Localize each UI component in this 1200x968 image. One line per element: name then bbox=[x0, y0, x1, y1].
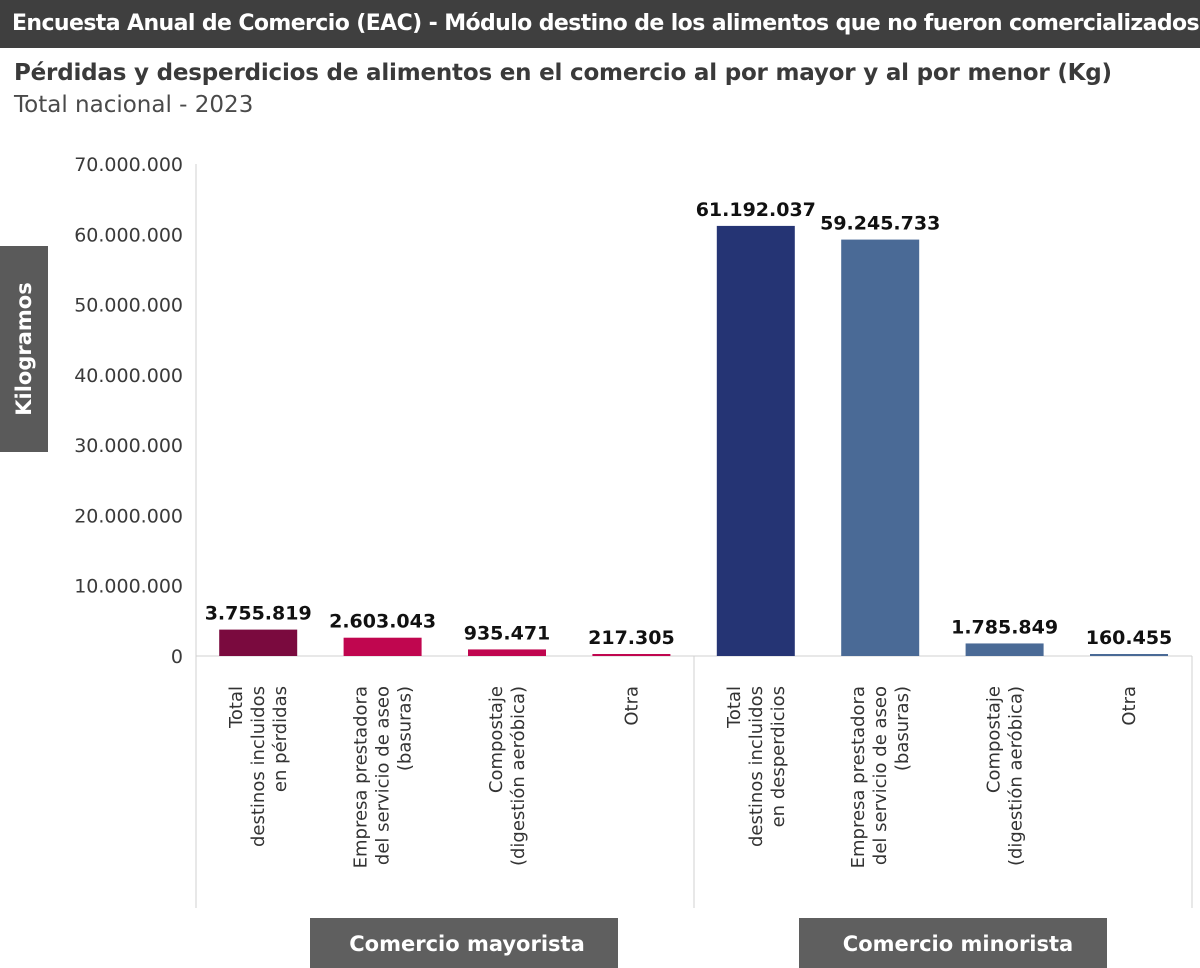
x-tick-label: Compostaje (digestión aeróbica) bbox=[486, 686, 529, 866]
x-tick-label-line: (basuras) bbox=[892, 686, 913, 771]
bar bbox=[716, 225, 795, 656]
data-label: 160.455 bbox=[1086, 627, 1173, 649]
y-tick-label: 0 bbox=[171, 646, 183, 668]
group-box-mayorista bbox=[310, 918, 618, 968]
report-title: Encuesta Anual de Comercio (EAC) - Módul… bbox=[12, 11, 1200, 36]
y-tick-label: 30.000.000 bbox=[74, 435, 183, 457]
data-label: 1.785.849 bbox=[951, 616, 1058, 638]
x-tick-label: Total destinos incluidos en pérdidas bbox=[226, 686, 291, 847]
x-tick-label-line: Otra bbox=[621, 686, 642, 726]
x-tick-label: Otra bbox=[621, 686, 642, 726]
data-label: 3.755.819 bbox=[205, 603, 312, 625]
x-tick-label-line: Empresa prestadora bbox=[351, 686, 372, 868]
chart-subtitle: Total nacional - 2023 bbox=[14, 92, 254, 118]
header-bar: Encuesta Anual de Comercio (EAC) - Módul… bbox=[0, 0, 1200, 48]
x-tick-label: Empresa prestadora del servicio de aseo (b… bbox=[351, 686, 416, 868]
x-tick-label: Total destinos incluidos en desperdicios bbox=[724, 686, 789, 847]
y-tick-label: 40.000.000 bbox=[74, 365, 183, 387]
x-tick-label-line: (basuras) bbox=[395, 686, 416, 771]
x-tick-label-line: Compostaje bbox=[486, 686, 507, 793]
y-tick-label: 70.000.000 bbox=[74, 154, 183, 176]
group-box-minorista bbox=[799, 918, 1107, 968]
bar bbox=[219, 629, 298, 656]
data-label: 2.603.043 bbox=[329, 611, 436, 633]
chart-title: Pérdidas y desperdicios de alimentos en … bbox=[14, 60, 1112, 86]
x-tick-label: Empresa prestadora del servicio de aseo (b… bbox=[848, 686, 913, 868]
x-tick-label-line: Total bbox=[226, 686, 247, 729]
data-label: 217.305 bbox=[588, 627, 675, 649]
x-tick-label-line: del servicio de aseo bbox=[373, 686, 394, 865]
x-tick-label-line: Compostaje bbox=[984, 686, 1005, 793]
group-label-minorista: Comercio minorista bbox=[842, 932, 1074, 956]
x-tick-label-line: (digestión aeróbica) bbox=[1006, 686, 1027, 866]
bar bbox=[468, 649, 546, 656]
x-tick-label: Compostaje (digestión aeróbica) bbox=[984, 686, 1027, 866]
data-label: 935.471 bbox=[464, 622, 551, 644]
x-tick-label-line: en desperdicios bbox=[768, 686, 789, 827]
bar bbox=[841, 239, 920, 656]
x-tick-label-line: Empresa prestadora bbox=[848, 686, 869, 868]
x-tick-label: Otra bbox=[1119, 686, 1140, 726]
data-label: 59.245.733 bbox=[820, 213, 940, 235]
group-label-mayorista: Comercio mayorista bbox=[349, 932, 585, 956]
y-tick-label: 20.000.000 bbox=[74, 505, 183, 527]
x-tick-label-line: destinos incluidos bbox=[746, 686, 767, 847]
x-tick-label-line: Otra bbox=[1119, 686, 1140, 726]
x-tick-label-line: del servicio de aseo bbox=[870, 686, 891, 865]
y-tick-label: 10.000.000 bbox=[74, 576, 183, 598]
bar bbox=[343, 637, 422, 656]
bar bbox=[1090, 654, 1168, 656]
bar bbox=[965, 643, 1044, 656]
y-tick-label: 50.000.000 bbox=[74, 295, 183, 317]
x-tick-label-line: en pérdidas bbox=[270, 686, 291, 792]
x-tick-label-line: (digestión aeróbica) bbox=[508, 686, 529, 866]
data-label: 61.192.037 bbox=[696, 199, 816, 221]
y-axis-label-box bbox=[0, 246, 48, 452]
bar bbox=[592, 654, 671, 656]
y-tick-label: 60.000.000 bbox=[74, 224, 183, 246]
x-tick-label-line: Total bbox=[724, 686, 745, 729]
x-tick-label-line: destinos incluidos bbox=[248, 686, 269, 847]
